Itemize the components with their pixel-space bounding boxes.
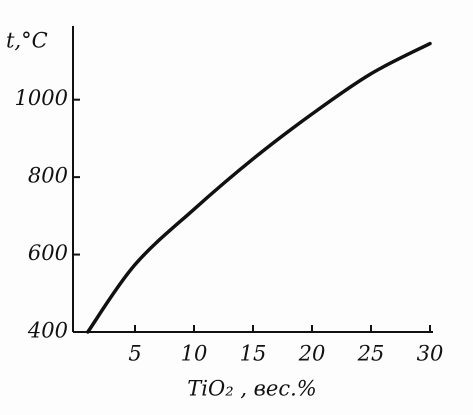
curve xyxy=(86,41,432,334)
x-tick-label: 25 xyxy=(357,342,385,366)
x-tick-label: 30 xyxy=(417,342,444,366)
x-tick-label: 15 xyxy=(240,342,267,366)
x-tick-label: 10 xyxy=(181,342,208,366)
y-tick-label: 600 xyxy=(28,241,68,265)
y-tick-label: 800 xyxy=(28,164,68,188)
y-tick-label: 400 xyxy=(27,319,68,343)
x-axis-label: TiO₂ , вес.% xyxy=(187,377,316,401)
x-tick-label: 5 xyxy=(128,342,141,366)
x-tick-label: 20 xyxy=(298,342,326,366)
y-tick-label: 1000 xyxy=(15,86,68,110)
y-axis-label: t,°C xyxy=(6,29,48,53)
